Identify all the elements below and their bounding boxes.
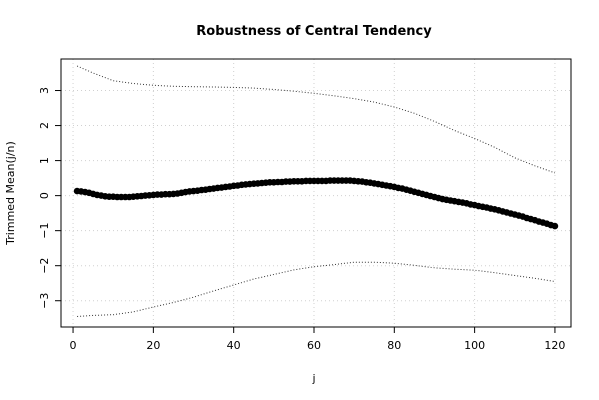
x-tick-label: 100 bbox=[464, 339, 485, 352]
x-axis-label: j bbox=[311, 372, 315, 385]
y-tick-label: 2 bbox=[38, 122, 51, 129]
y-tick-label: 1 bbox=[38, 157, 51, 164]
chart-title: Robustness of Central Tendency bbox=[196, 24, 432, 39]
x-tick-label: 0 bbox=[70, 339, 77, 352]
y-tick-label: −2 bbox=[38, 258, 51, 274]
y-axis-label: Trimmed Mean(j/n) bbox=[4, 141, 17, 246]
x-tick-label: 40 bbox=[227, 339, 241, 352]
x-tick-label: 120 bbox=[544, 339, 565, 352]
y-tick-label: 3 bbox=[38, 87, 51, 94]
y-axis: −3 −2 −1 0 1 2 3 bbox=[38, 87, 61, 309]
y-tick-label: 0 bbox=[38, 192, 51, 199]
plot-frame bbox=[60, 58, 572, 328]
upper-bound-line bbox=[76, 65, 556, 174]
y-tick-label: −3 bbox=[38, 293, 51, 309]
x-tick-label: 20 bbox=[146, 339, 160, 352]
grid bbox=[61, 59, 571, 327]
lower-bound-line bbox=[77, 261, 555, 317]
data-points bbox=[73, 177, 559, 230]
x-axis: 0 20 40 60 80 100 120 bbox=[70, 327, 565, 352]
data-point bbox=[551, 222, 559, 230]
confidence-bands bbox=[76, 65, 556, 317]
y-tick-label: −1 bbox=[38, 223, 51, 239]
x-tick-label: 80 bbox=[387, 339, 401, 352]
x-tick-label: 60 bbox=[307, 339, 321, 352]
